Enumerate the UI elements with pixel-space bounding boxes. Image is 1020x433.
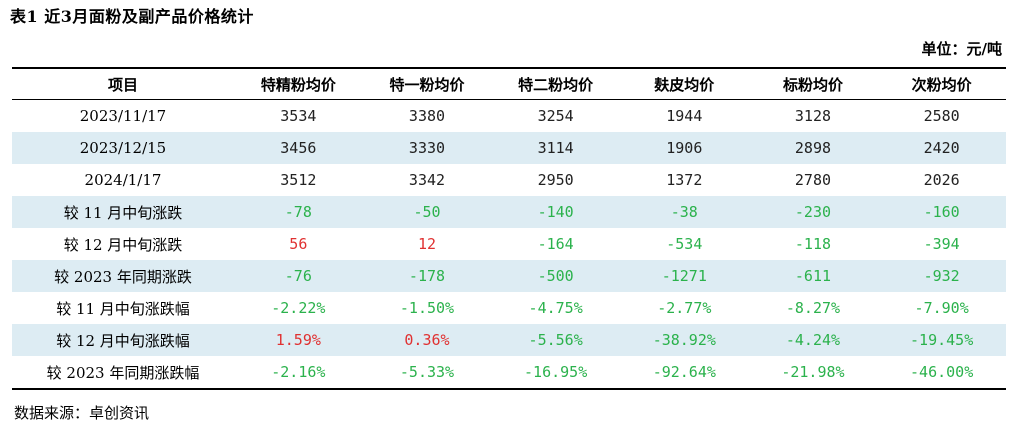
header-row: 项目 特精粉均价 特一粉均价 特二粉均价 麸皮均价 标粉均价 次粉均价	[12, 68, 1006, 100]
table-cell: -76	[284, 267, 312, 285]
column-header-standard: 标粉均价	[782, 75, 843, 94]
column-header-tejing: 特精粉均价	[260, 75, 336, 94]
row-label: 较 2023 年同期涨跌幅	[46, 363, 200, 382]
table-cell: -21.98%	[781, 363, 845, 381]
column-header-teyi: 特一粉均价	[389, 75, 465, 94]
table-cell: 2420	[923, 139, 960, 157]
table-row: 较 12 月中旬涨跌 56 12 -164 -534 -118 -394	[12, 228, 1006, 260]
table-cell: -50	[413, 203, 441, 221]
table-cell: 1906	[666, 139, 703, 157]
data-source: 数据来源：卓创资讯	[14, 404, 150, 422]
table-cell: 3254	[537, 107, 574, 125]
table-cell: -5.56%	[528, 331, 583, 349]
table-cell: 3330	[408, 139, 446, 157]
column-header-bran: 麸皮均价	[654, 75, 715, 94]
table-cell: -1.50%	[399, 299, 455, 317]
table-cell: 1944	[666, 107, 703, 125]
row-label: 2023/12/15	[79, 139, 167, 157]
table-cell: -1271	[661, 267, 707, 285]
row-label: 较 2023 年同期涨跌	[54, 267, 192, 286]
unit-label: 单位：元/吨	[921, 40, 1002, 58]
table-body: 2023/11/17 3534 3380 3254 1944 3128 2580 2023/1…	[12, 100, 1006, 389]
row-label: 2024/1/17	[84, 171, 162, 189]
table-cell: 1.59%	[275, 331, 321, 349]
table-cell: -500	[537, 267, 574, 285]
table-cell: -164	[537, 235, 574, 253]
table-cell: -140	[537, 203, 574, 221]
row-label: 较 11 月中旬涨跌	[63, 203, 183, 222]
table-cell: -394	[923, 235, 960, 253]
table-cell: -5.33%	[399, 363, 455, 381]
table-cell: -230	[794, 203, 832, 221]
table-cell: 2780	[794, 171, 832, 189]
table-cell: -2.22%	[271, 299, 326, 317]
table-row: 较 12 月中旬涨跌幅 1.59% 0.36% -5.56% -38.92% -4.24%…	[12, 324, 1006, 356]
table-cell: -78	[284, 203, 312, 221]
table-cell: 2950	[537, 171, 574, 189]
row-label: 较 12 月中旬涨跌幅	[56, 331, 190, 350]
table-cell: -4.75%	[528, 299, 583, 317]
table-row: 2023/12/15 3456 3330 3114 1906 2898 2420	[12, 132, 1006, 164]
table-cell: 3380	[408, 107, 446, 125]
table-title: 表1 近3月面粉及副产品价格统计	[10, 7, 254, 26]
table-cell: -118	[794, 235, 832, 253]
table-cell: 3512	[280, 171, 317, 189]
table-cell: -4.24%	[785, 331, 841, 349]
table-row: 较 11 月中旬涨跌幅 -2.22% -1.50% -4.75% -2.77% -8.27…	[12, 292, 1006, 324]
table-cell: -534	[666, 235, 703, 253]
row-label: 较 12 月中旬涨跌	[63, 235, 183, 254]
table-cell: -2.77%	[657, 299, 712, 317]
table-row: 2024/1/17 3512 3342 2950 1372 2780 2026	[12, 164, 1006, 196]
column-header-secondary: 次粉均价	[911, 75, 972, 94]
table-cell: -611	[794, 267, 832, 285]
table-cell: -38.92%	[652, 331, 716, 349]
table-cell: 3342	[408, 171, 446, 189]
table-cell: -46.00%	[910, 363, 974, 381]
table-cell: 1372	[666, 171, 703, 189]
table-cell: -19.45%	[910, 331, 974, 349]
table-cell: -2.16%	[271, 363, 326, 381]
table-cell: 2580	[923, 107, 960, 125]
price-table: 项目 特精粉均价 特一粉均价 特二粉均价 麸皮均价 标粉均价 次粉均价 2023…	[12, 67, 1006, 390]
table-row: 较 2023 年同期涨跌 -76 -178 -500 -1271 -611 -932	[12, 260, 1006, 292]
table-cell: 3534	[280, 107, 317, 125]
table-cell: -92.64%	[652, 363, 716, 381]
table-row: 较 2023 年同期涨跌幅 -2.16% -5.33% -16.95% -92.64% -…	[12, 356, 1006, 389]
table-cell: -932	[923, 267, 960, 285]
table-cell: 2898	[794, 139, 832, 157]
table-cell: 0.36%	[404, 331, 450, 349]
column-header-teer: 特二粉均价	[518, 75, 594, 94]
table-cell: -38	[670, 203, 698, 221]
table-cell: -160	[923, 203, 960, 221]
table-cell: -16.95%	[524, 363, 588, 381]
table-cell: -178	[408, 267, 446, 285]
table-cell: 3456	[280, 139, 317, 157]
table-cell: 12	[417, 235, 437, 253]
table-cell: 3128	[794, 107, 832, 125]
table-cell: -7.90%	[914, 299, 969, 317]
table-cell: -8.27%	[785, 299, 841, 317]
table-row: 2023/11/17 3534 3380 3254 1944 3128 2580	[12, 100, 1006, 133]
table-cell: 3114	[537, 139, 574, 157]
table-cell: 2026	[923, 171, 960, 189]
table-row: 较 11 月中旬涨跌 -78 -50 -140 -38 -230 -160	[12, 196, 1006, 228]
table-cell: 56	[289, 235, 308, 253]
row-label: 较 11 月中旬涨跌幅	[56, 299, 190, 318]
row-label: 2023/11/17	[79, 107, 167, 125]
column-header-item: 项目	[107, 75, 138, 94]
